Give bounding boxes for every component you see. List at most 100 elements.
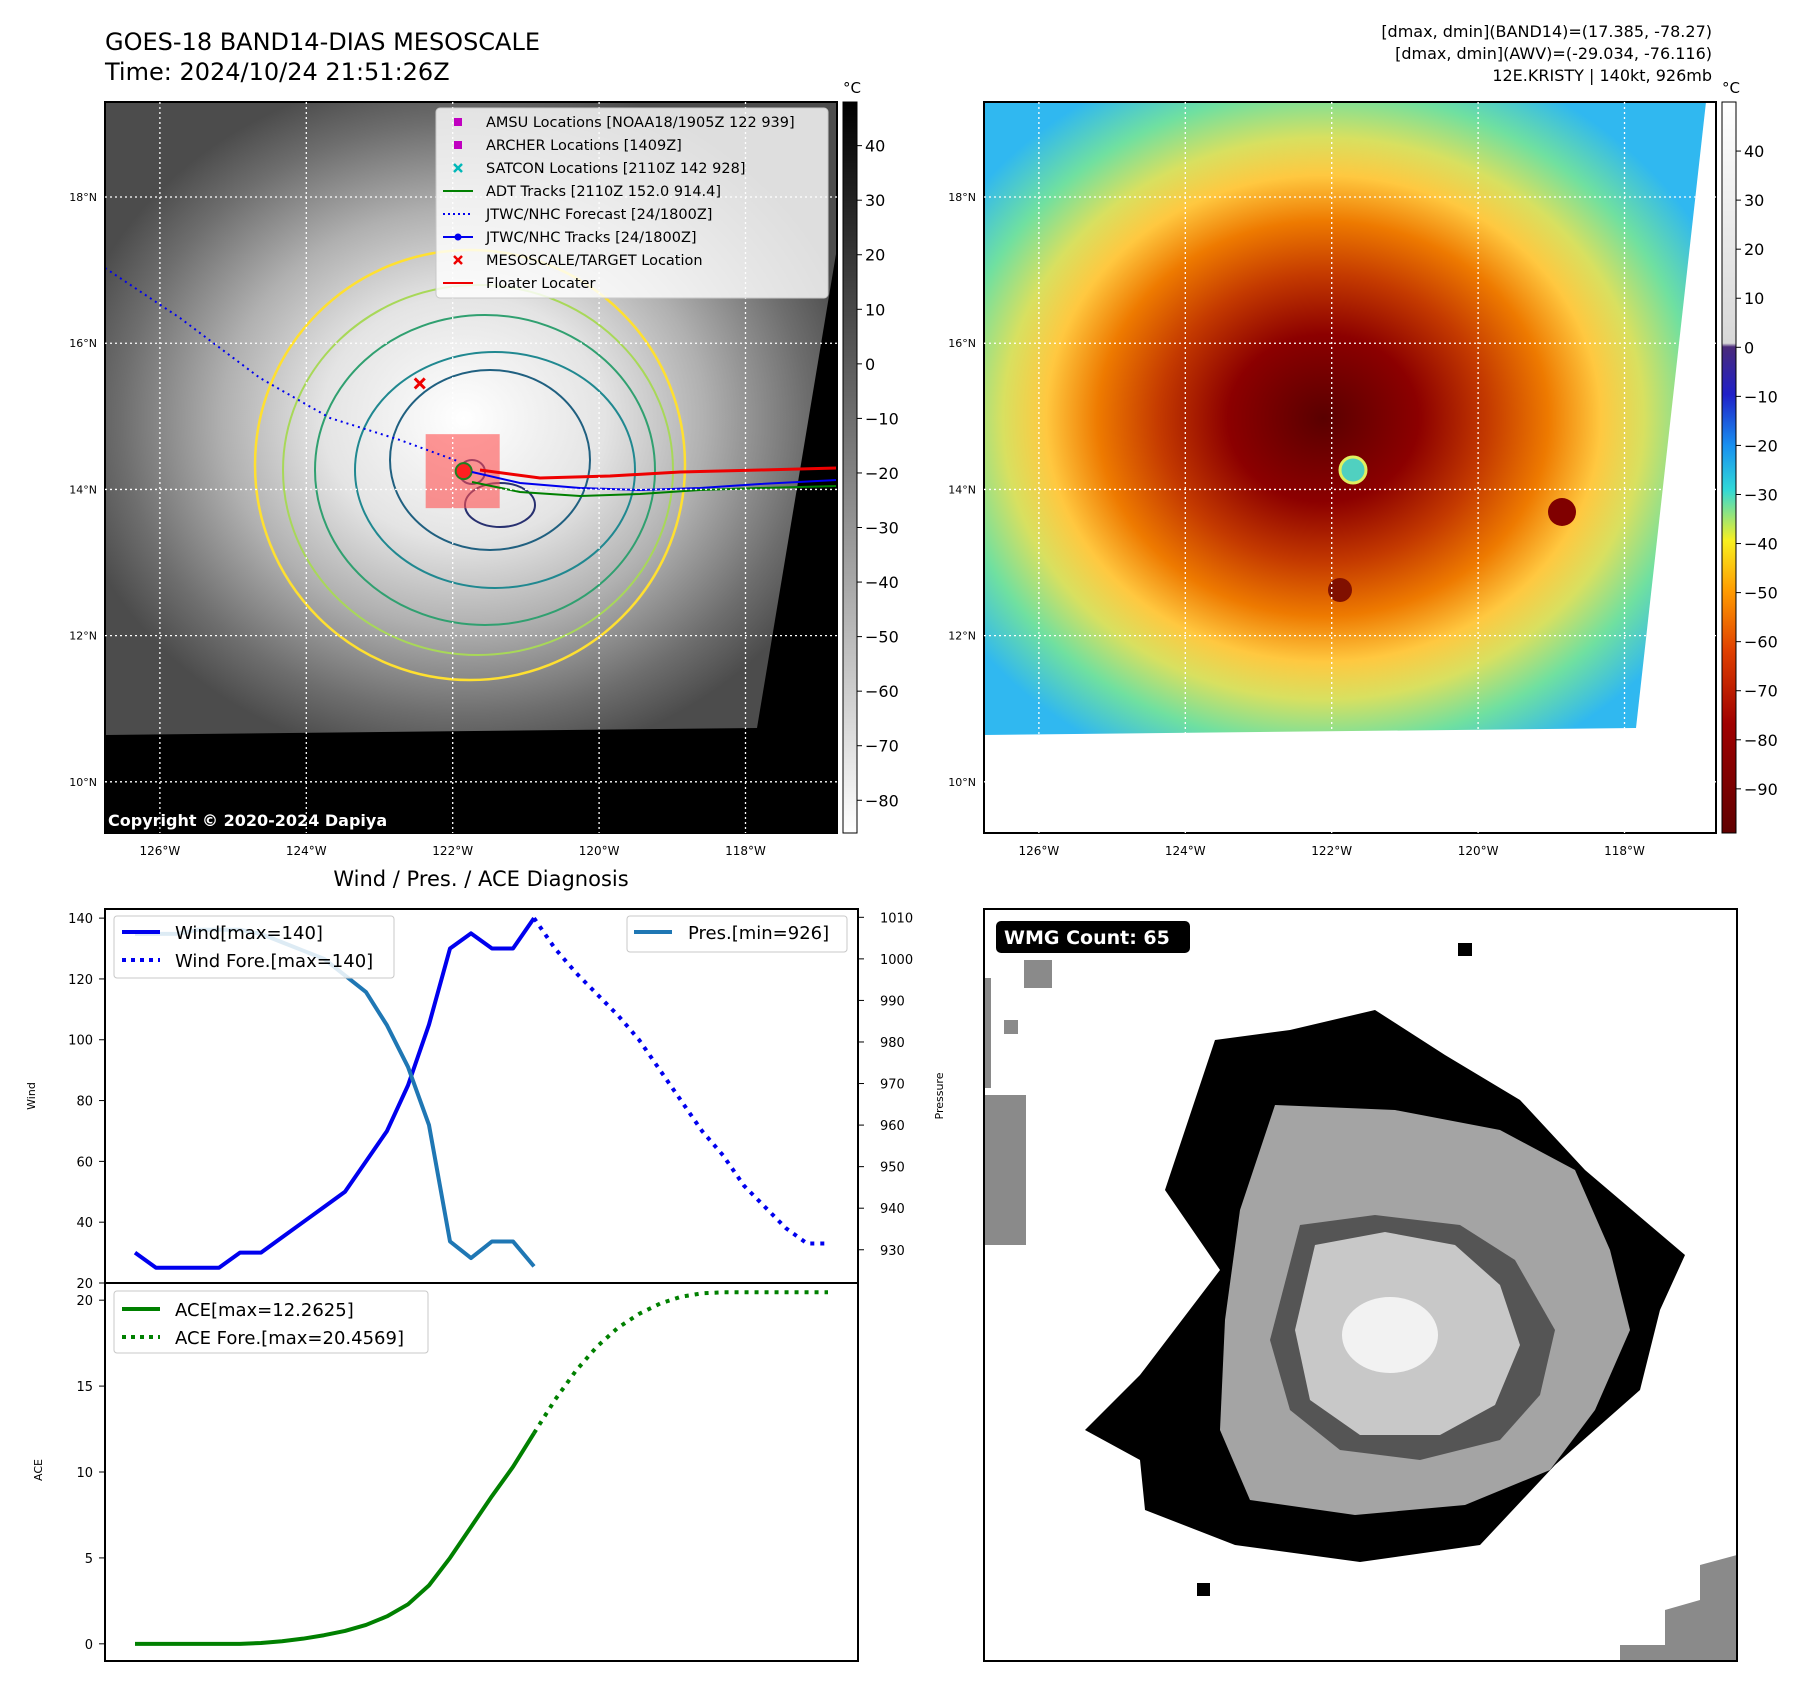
pressure-legend: Pres.[min=926] [626,915,848,953]
legend-item: Floater Locater [443,276,595,292]
enhanced-colorbar-unit: °C [1722,79,1740,97]
enhanced-map-lat-label: 16°N [948,337,976,350]
enhanced-colorbar-tick-label: 20 [1744,240,1764,259]
ace-chart: 0 5 10 15 20 ACE ACE[max=12.2625] ACE Fore.[… [32,1282,859,1662]
ace-legend: ACE[max=12.2625] ACE Fore.[max=20.4569] [113,1290,429,1354]
y-tick-label: 80 [76,1095,93,1110]
legend-item-label: JTWC/NHC Forecast [24/1800Z] [485,207,712,223]
enhanced-colorbar-tick-label: −80 [1744,731,1778,750]
page-title: GOES-18 BAND14-DIAS MESOSCALE [105,28,541,56]
enhanced-colorbar-tick-label: −10 [1744,387,1778,406]
y-tick-label: 60 [76,1155,93,1170]
y-tick-label: 5 [85,1552,93,1567]
dmax-awv-readout: [dmax, dmin](AWV)=(-29.034, -76.116) [1395,44,1712,63]
y-tick-label: 0 [85,1638,93,1653]
enhanced-colorbar-tick-label: −50 [1744,584,1778,603]
wind-forecast-legend-label: Wind Fore.[max=140] [175,951,373,972]
ir-colorbar-tick-label: −40 [865,573,899,592]
map-legend: AMSU Locations [NOAA18/1905Z 122 939] ARC… [435,107,829,299]
ace-axis-label: ACE [32,1459,45,1481]
wmg-corner-gray [1620,1555,1737,1661]
legend-item: JTWC/NHC Forecast [24/1800Z] [443,207,712,223]
y2-tick-label: 930 [880,1244,905,1259]
ir-colorbar-tick-label: −70 [865,737,899,756]
enhanced-map-lon-label: 118°W [1604,844,1645,858]
ace-legend-label: ACE[max=12.2625] [175,1300,354,1321]
legend-item-label: AMSU Locations [NOAA18/1905Z 122 939] [486,115,795,131]
y2-tick-label: 1000 [880,953,913,968]
enhanced-map-lon-label: 120°W [1458,844,1499,858]
ir-colorbar-tick-label: −50 [865,628,899,647]
wmg-eye [1342,1297,1438,1373]
floater-track [479,466,837,480]
enhanced-colorbar-tick-label: −40 [1744,535,1778,554]
legend-item-label: MESOSCALE/TARGET Location [486,253,703,269]
dmax-band14-readout: [dmax, dmin](BAND14)=(17.385, -78.27) [1381,22,1712,41]
enhanced-map-lat-label: 10°N [948,776,976,789]
ir-map-lat-label: 10°N [69,776,97,789]
wmg-count-badge [996,921,1190,953]
wind-legend-label: Wind[max=140] [175,923,323,944]
legend-item: AMSU Locations [NOAA18/1905Z 122 939] [454,115,795,131]
legend-item: JTWC/NHC Tracks [24/1800Z] [443,230,697,246]
y2-tick-label: 940 [880,1202,905,1217]
y-tick-label: 140 [68,912,93,927]
enhanced-map-lon-label: 126°W [1019,844,1060,858]
legend-item: ADT Tracks [2110Z 152.0 914.4] [443,184,721,200]
forecast-track [105,267,461,463]
storm-eye [1338,455,1368,485]
ir-colorbar-tick-label: −30 [865,519,899,538]
y2-tick-label: 950 [880,1161,905,1176]
legend-item: SATCON Locations [2110Z 142 928] [453,161,745,177]
ir-map-lat-label: 18°N [69,191,97,204]
pressure-legend-label: Pres.[min=926] [688,923,829,944]
ir-colorbar-tick-label: 40 [865,137,885,156]
y-tick-label: 20 [76,1277,93,1292]
enhanced-colorbar-tick-label: −60 [1744,633,1778,652]
diagnosis-chart-title: Wind / Pres. / ACE Diagnosis [333,867,628,891]
enhanced-map-lon-label: 124°W [1165,844,1206,858]
wmg-panel: WMG Count: 65 [983,908,1738,1662]
ir-colorbar-tick-label: 0 [865,355,875,374]
enhanced-map-panel: 18°N 16°N 14°N 12°N 10°N 126°W 124°W 122°W 120°W… [948,101,1717,858]
y2-tick-label: 970 [880,1078,905,1093]
enhanced-colorbar-tick-label: −30 [1744,485,1778,504]
legend-item: MESOSCALE/TARGET Location [453,253,703,269]
enhanced-map-lon-label: 122°W [1311,844,1352,858]
ir-map-lat-label: 16°N [69,337,97,350]
legend-item-label: Floater Locater [486,276,595,292]
forecast-series-line [532,916,828,1246]
pressure-axis-label: Pressure [933,1072,946,1119]
series-line [135,1432,536,1646]
ir-colorbar-tick-label: −60 [865,682,899,701]
enhanced-colorbar-tick-label: −20 [1744,436,1778,455]
ir-colorbar-tick-label: −10 [865,409,899,428]
wind-axis-label: Wind [25,1082,38,1110]
enhanced-map-lat-label: 18°N [948,191,976,204]
enhanced-colorbar-tick-label: 30 [1744,191,1764,210]
cold-cloud-cell [1548,498,1576,526]
ir-colorbar-tick-label: −80 [865,791,899,810]
legend-item-label: ADT Tracks [2110Z 152.0 914.4] [486,184,721,200]
y2-tick-label: 990 [880,994,905,1009]
ir-map-lon-label: 124°W [286,844,327,858]
y-tick-label: 20 [76,1294,93,1309]
wind-pressure-chart: 20 40 60 80 100 120 140 930 940 950 960 970 980 990 10… [25,908,946,1292]
ir-map-lat-label: 12°N [69,630,97,643]
y-tick-label: 40 [76,1216,93,1231]
enhanced-image-swath [984,102,1706,735]
series-line [133,916,536,1270]
copyright-text: Copyright © 2020-2024 Dapiya [108,811,387,830]
legend-item-label: JTWC/NHC Tracks [24/1800Z] [485,230,697,246]
ir-map-lat-label: 14°N [69,483,97,496]
enhanced-colorbar-tick-label: 10 [1744,289,1764,308]
legend-item-label: SATCON Locations [2110Z 142 928] [486,161,745,177]
ir-map-lon-label: 118°W [725,844,766,858]
enhanced-colorbar-tick-label: −90 [1744,780,1778,799]
adt-track [471,481,837,498]
storm-center-marker [454,462,473,481]
legend-item-label: ARCHER Locations [1409Z] [486,138,682,154]
ir-colorbar-tick-label: −20 [865,464,899,483]
wmg-count-label: WMG Count: 65 [1004,927,1170,949]
